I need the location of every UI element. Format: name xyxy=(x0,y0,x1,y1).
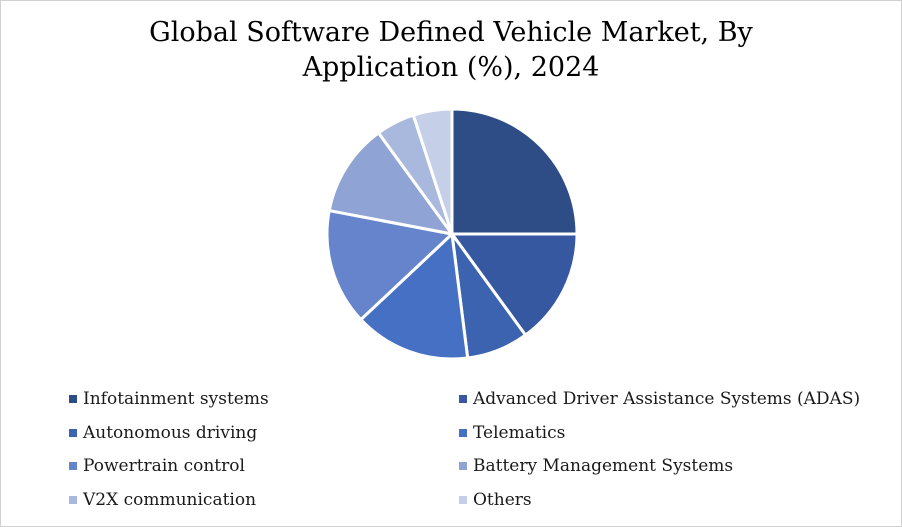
pie-slice-telematics xyxy=(359,232,470,361)
pie-slice-advanced-driver-assistance-systems-adas xyxy=(450,232,579,337)
legend-swatch xyxy=(69,394,77,403)
legend-swatch xyxy=(459,394,467,403)
legend-item-adas: Advanced Driver Assistance Systems (ADAS… xyxy=(459,386,860,412)
pie-slice-others xyxy=(411,107,454,236)
legend-item-autonomous: Autonomous driving xyxy=(69,420,257,446)
pie-slice-battery-management-systems xyxy=(327,131,454,236)
legend-label: Powertrain control xyxy=(83,456,245,476)
legend-item-battery: Battery Management Systems xyxy=(459,453,733,479)
legend-label: Battery Management Systems xyxy=(473,456,734,476)
legend-swatch xyxy=(69,428,77,437)
legend-label: Telematics xyxy=(473,423,566,443)
legend-label: Advanced Driver Assistance Systems (ADAS… xyxy=(473,389,861,409)
chart-title-line-1: Global Software Defined Vehicle Market, … xyxy=(149,17,753,48)
legend-label: Infotainment systems xyxy=(83,389,269,409)
chart-title-line-2: Application (%), 2024 xyxy=(302,52,600,83)
chart-title: Global Software Defined Vehicle Market, … xyxy=(1,15,901,85)
legend-swatch xyxy=(69,461,77,470)
legend-swatch xyxy=(69,495,77,504)
legend-label: Others xyxy=(473,490,532,510)
legend-label: Autonomous driving xyxy=(83,423,258,443)
legend-item-infotainment: Infotainment systems xyxy=(69,386,269,412)
pie-slice-powertrain-control xyxy=(325,209,454,322)
legend-swatch xyxy=(459,428,467,437)
pie-slice-infotainment-systems xyxy=(450,107,579,236)
legend-swatch xyxy=(459,461,467,470)
legend-item-v2x: V2X communication xyxy=(69,487,256,513)
legend-label: V2X communication xyxy=(83,490,257,510)
legend-item-powertrain: Powertrain control xyxy=(69,453,245,479)
legend-item-others: Others xyxy=(459,487,532,513)
legend-swatch xyxy=(459,495,467,504)
legend-item-telematics: Telematics xyxy=(459,420,565,446)
